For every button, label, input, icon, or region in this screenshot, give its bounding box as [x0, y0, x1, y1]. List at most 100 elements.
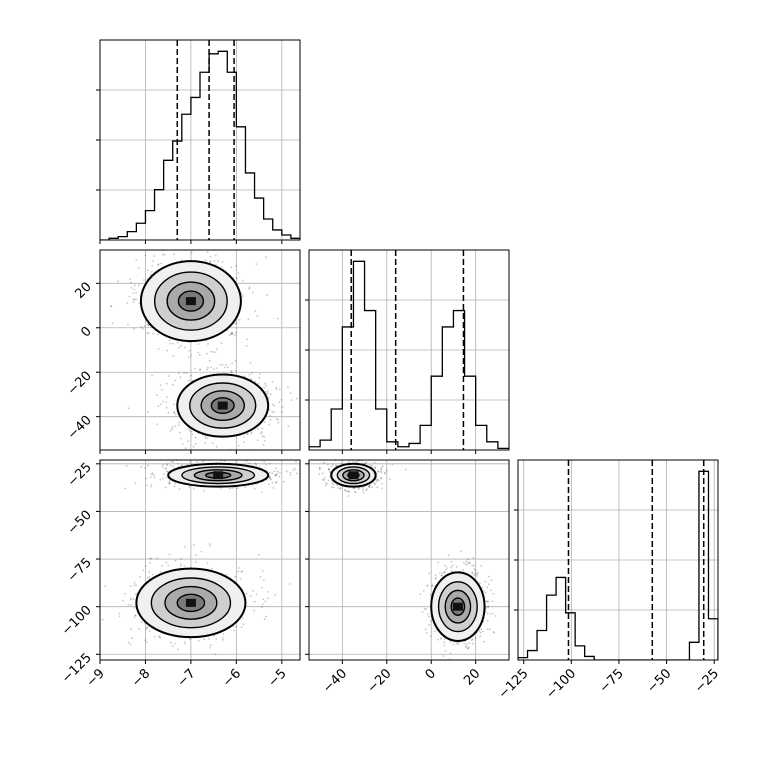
- sample-point: [324, 477, 326, 479]
- x-tick-label: −6: [220, 666, 244, 690]
- x-tick-label: −8: [129, 666, 153, 690]
- sample-point: [150, 557, 153, 560]
- sample-point: [137, 267, 140, 270]
- sample-point: [133, 581, 136, 584]
- sample-point: [212, 451, 214, 453]
- sample-point: [268, 462, 271, 465]
- sample-point: [161, 253, 164, 256]
- sample-point: [214, 351, 217, 354]
- sample-point: [365, 489, 367, 491]
- sample-point: [258, 373, 261, 375]
- sample-point: [271, 380, 274, 383]
- sample-point: [130, 637, 133, 640]
- sample-point: [267, 597, 270, 599]
- sample-point: [173, 411, 176, 414]
- sample-point: [216, 348, 218, 351]
- sample-point: [433, 630, 436, 633]
- sample-point: [133, 288, 136, 291]
- x-tick-label: −40: [320, 666, 350, 696]
- sample-point: [209, 544, 211, 547]
- sample-point: [151, 573, 154, 576]
- sample-point: [486, 619, 489, 622]
- sample-point: [444, 571, 446, 574]
- sample-point: [256, 439, 259, 442]
- sample-point: [176, 648, 179, 651]
- sample-point: [133, 298, 136, 301]
- sample-point: [421, 611, 424, 614]
- sample-point: [276, 317, 279, 320]
- sample-point: [179, 242, 181, 244]
- sample-point: [255, 463, 258, 466]
- sample-point: [368, 485, 370, 488]
- sample-point: [111, 322, 114, 325]
- sample-point: [265, 463, 267, 466]
- sample-point: [279, 471, 281, 474]
- sample-point: [174, 379, 177, 382]
- sample-point: [178, 372, 180, 375]
- sample-point: [244, 486, 247, 488]
- sample-point: [128, 295, 131, 298]
- sample-point: [165, 406, 168, 409]
- sample-point: [275, 388, 278, 391]
- sample-point: [268, 471, 271, 474]
- sample-point: [265, 384, 268, 387]
- x-tick-label: −9: [84, 666, 108, 690]
- sample-point: [213, 368, 215, 370]
- sample-point: [373, 482, 376, 485]
- sample-point: [449, 652, 452, 655]
- sample-point: [133, 607, 136, 609]
- density-peak-1: [185, 598, 196, 607]
- sample-point: [252, 244, 254, 246]
- sample-point: [221, 261, 224, 263]
- sample-point: [230, 333, 233, 335]
- sample-point: [327, 467, 330, 470]
- sample-point: [472, 564, 475, 567]
- sample-point: [144, 565, 147, 567]
- sample-point: [281, 406, 284, 409]
- sample-point: [271, 472, 274, 475]
- sample-point: [219, 364, 222, 366]
- sample-point: [326, 463, 329, 466]
- sample-point: [146, 411, 149, 414]
- sample-point: [173, 642, 176, 645]
- sample-point: [243, 454, 245, 456]
- sample-point: [156, 264, 159, 266]
- sample-point: [374, 466, 376, 469]
- sample-point: [242, 623, 245, 626]
- sample-point: [186, 463, 189, 466]
- sample-point: [455, 642, 458, 644]
- sample-point: [127, 603, 130, 606]
- sample-point: [210, 350, 213, 353]
- sample-point: [353, 490, 356, 493]
- sample-point: [277, 421, 280, 424]
- sample-point: [176, 341, 179, 344]
- sample-point: [157, 263, 160, 266]
- sample-point: [168, 481, 171, 484]
- sample-point: [381, 482, 383, 485]
- histogram-steps: [100, 50, 300, 240]
- sample-point: [450, 566, 452, 569]
- sample-point: [295, 460, 297, 463]
- sample-point: [473, 574, 476, 576]
- sample-point: [364, 462, 366, 464]
- sample-point: [430, 620, 433, 622]
- sample-point: [142, 328, 144, 330]
- sample-point: [231, 362, 234, 365]
- sample-point: [146, 641, 148, 644]
- sample-point: [257, 382, 260, 385]
- sample-point: [204, 435, 207, 438]
- sample-point: [471, 564, 473, 567]
- sample-point: [443, 644, 446, 646]
- sample-point: [439, 663, 441, 665]
- sample-point: [264, 256, 267, 259]
- sample-point: [385, 469, 388, 472]
- sample-point: [203, 489, 206, 492]
- sample-point: [172, 342, 175, 345]
- sample-point: [426, 584, 429, 587]
- sample-point: [362, 487, 365, 489]
- sample-point: [189, 460, 192, 463]
- joint-frame: [308, 459, 510, 661]
- sample-point: [124, 487, 127, 490]
- sample-point: [276, 473, 278, 475]
- sample-point: [146, 269, 149, 272]
